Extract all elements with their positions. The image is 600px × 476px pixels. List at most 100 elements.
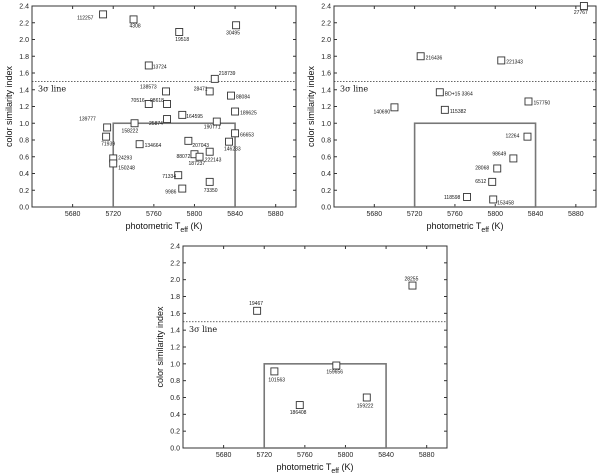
data-point-label: 28471 — [194, 86, 208, 92]
data-point — [231, 129, 240, 138]
plot-frame — [333, 5, 597, 208]
x-tick-label: 5720 — [105, 211, 121, 218]
data-point-label: 158222 — [122, 128, 139, 134]
data-point — [210, 74, 219, 83]
x-tick-label: 5840 — [227, 211, 243, 218]
x-tick-label: 5880 — [419, 452, 435, 459]
data-point — [163, 115, 171, 124]
data-point — [489, 195, 498, 204]
data-point — [225, 137, 233, 146]
y-tick-label: 1.4 — [170, 328, 180, 335]
data-point-label: 164595 — [186, 114, 203, 120]
data-point-label: 13724 — [153, 64, 167, 70]
data-point — [435, 88, 444, 97]
data-point — [390, 103, 399, 112]
y-tick-label: 1.4 — [321, 87, 331, 94]
data-point-label: 71334 — [162, 174, 176, 180]
data-point-label: 27767 — [574, 10, 588, 16]
y-tick-label: 2.2 — [19, 20, 29, 27]
y-tick-label: 1.8 — [19, 54, 29, 61]
y-tick-label: 2.0 — [170, 277, 180, 284]
data-point — [178, 110, 187, 119]
data-point — [253, 306, 262, 315]
data-point — [579, 2, 588, 10]
y-tick-label: 1.2 — [19, 104, 29, 111]
data-point-label: 115382 — [450, 109, 467, 115]
data-point — [332, 361, 341, 370]
y-tick-label: 1.0 — [321, 121, 331, 128]
data-point-label: 190771 — [204, 125, 221, 131]
x-axis-label: photometric Teff (K) — [125, 221, 202, 234]
x-tick-label: 5800 — [487, 211, 503, 218]
y-tick-label: 0.0 — [19, 205, 29, 212]
y-tick-label: 0.0 — [170, 446, 180, 453]
x-tick-label: 5800 — [187, 211, 203, 218]
data-point-label: 112257 — [77, 15, 94, 21]
y-tick-label: 1.4 — [19, 87, 29, 94]
x-axis-label: photometric Teff (K) — [426, 221, 503, 234]
data-point-label: 118598 — [444, 195, 461, 201]
data-point — [103, 123, 112, 132]
y-tick-label: 0.8 — [321, 138, 331, 145]
data-point — [205, 147, 214, 156]
x-tick-label: 5880 — [268, 211, 284, 218]
data-point — [205, 87, 214, 96]
y-tick-label: 0.4 — [19, 171, 29, 178]
data-point — [178, 184, 187, 193]
three-sigma-label: 3σ line — [189, 325, 217, 334]
x-axis-label: photometric Teff (K) — [276, 462, 353, 475]
data-point-label: 88084 — [236, 95, 250, 101]
data-point-label: 150248 — [118, 165, 135, 171]
data-point-label: 189625 — [240, 111, 257, 117]
data-point — [231, 107, 240, 116]
data-point-label: 134664 — [145, 143, 162, 149]
data-point — [440, 105, 449, 114]
data-point-label: 138573 — [140, 84, 157, 90]
data-point-label: 4308 — [130, 23, 141, 29]
data-point-label: 88072 — [176, 154, 190, 160]
panel-bottom: 0.0 0.2 0.4 0.6 0.8 1.0 1.2 1.4 1.6 1.8 2.0 2.2 2.4 5… — [155, 244, 448, 475]
y-tick-label: 0.4 — [321, 171, 331, 178]
y-tick-label: 2.4 — [321, 4, 331, 11]
data-point — [488, 177, 497, 186]
y-tick-label: 2.0 — [19, 37, 29, 44]
y-tick-label: 0.6 — [170, 395, 180, 402]
y-tick-label: 0.0 — [321, 205, 331, 212]
data-point-label: 221343 — [506, 59, 523, 65]
y-tick-label: 2.2 — [321, 20, 331, 27]
data-point-label: 101563 — [268, 377, 285, 383]
data-point-label: 28068 — [475, 165, 489, 171]
data-point — [463, 192, 471, 201]
y-tick-label: 2.0 — [321, 37, 331, 44]
data-point — [270, 367, 279, 376]
three-sigma-label: 3σ line — [38, 84, 66, 93]
y-tick-label: 1.6 — [19, 71, 29, 78]
x-tick-label: 5760 — [146, 211, 162, 218]
data-point — [163, 100, 171, 108]
data-point-label: 28255 — [404, 277, 418, 283]
data-point-label: 157750 — [533, 100, 550, 106]
x-tick-label: 5680 — [216, 452, 232, 459]
data-point — [227, 91, 235, 100]
data-point — [135, 140, 144, 149]
data-point — [416, 52, 425, 61]
data-point-label: 218739 — [219, 71, 236, 77]
data-point — [232, 21, 241, 30]
data-point — [205, 177, 214, 186]
data-point — [144, 100, 153, 108]
y-tick-label: 1.0 — [19, 121, 29, 128]
data-point — [144, 61, 153, 70]
panel-top-right: 0.0 0.2 0.4 0.6 0.8 1.0 1.2 1.4 1.6 1.8 2.0 2.2 2.4 5… — [306, 2, 597, 234]
x-tick-label: 5800 — [338, 452, 354, 459]
y-axis-label: color similarity index — [155, 306, 165, 388]
data-point-label: 146233 — [224, 147, 241, 153]
y-tick-label: 1.0 — [170, 361, 180, 368]
data-point-label: 159656 — [326, 370, 343, 376]
data-point-label: 6512 — [475, 179, 486, 185]
data-point-label: 98649 — [492, 151, 506, 157]
x-tick-label: 5680 — [65, 211, 81, 218]
y-tick-label: 0.6 — [19, 154, 29, 161]
y-axis-label: color similarity index — [4, 65, 14, 147]
data-point-label: 216436 — [426, 55, 443, 61]
